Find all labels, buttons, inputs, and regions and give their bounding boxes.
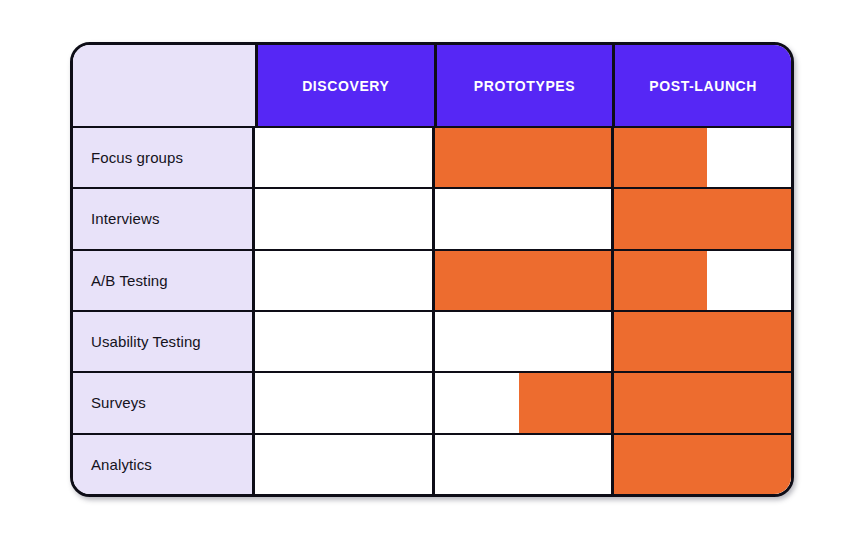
header-cell-discovery: DISCOVERY [255, 45, 434, 126]
table-row: Usability Testing [73, 310, 791, 371]
grid-line [611, 128, 614, 187]
grid-line [611, 189, 614, 248]
grid-line [611, 435, 614, 494]
row-track [255, 251, 791, 310]
row-track [255, 373, 791, 432]
grid-line [611, 251, 614, 310]
table-row: A/B Testing [73, 249, 791, 310]
row-track [255, 312, 791, 371]
grid-line [611, 373, 614, 432]
grid-line [432, 189, 435, 248]
table-row: Surveys [73, 371, 791, 432]
grid-line [432, 435, 435, 494]
row-track [255, 128, 791, 187]
row-label-interviews: Interviews [73, 189, 255, 248]
grid-line [432, 251, 435, 310]
usage-bar [434, 251, 707, 310]
row-track [255, 435, 791, 494]
table-row: Focus groups [73, 126, 791, 187]
header-row: DISCOVERY PROTOTYPES POST-LAUNCH [73, 45, 791, 126]
row-label-ab-testing: A/B Testing [73, 251, 255, 310]
row-label-usability-testing: Usability Testing [73, 312, 255, 371]
research-methods-matrix: DISCOVERY PROTOTYPES POST-LAUNCH Focus g… [70, 42, 794, 497]
header-cell-prototypes: PROTOTYPES [434, 45, 613, 126]
grid-line [432, 128, 435, 187]
row-label-analytics: Analytics [73, 435, 255, 494]
table-row: Analytics [73, 433, 791, 494]
grid-line [432, 373, 435, 432]
header-cell-post-launch: POST-LAUNCH [612, 45, 791, 126]
usage-bar [612, 189, 791, 248]
row-label-focus-groups: Focus groups [73, 128, 255, 187]
corner-cell [73, 45, 255, 126]
row-label-surveys: Surveys [73, 373, 255, 432]
table-row: Interviews [73, 187, 791, 248]
usage-bar [434, 128, 707, 187]
grid-line [432, 312, 435, 371]
usage-bar [612, 435, 791, 494]
usage-bar [612, 312, 791, 371]
grid-line [611, 312, 614, 371]
row-track [255, 189, 791, 248]
usage-bar [519, 373, 791, 432]
